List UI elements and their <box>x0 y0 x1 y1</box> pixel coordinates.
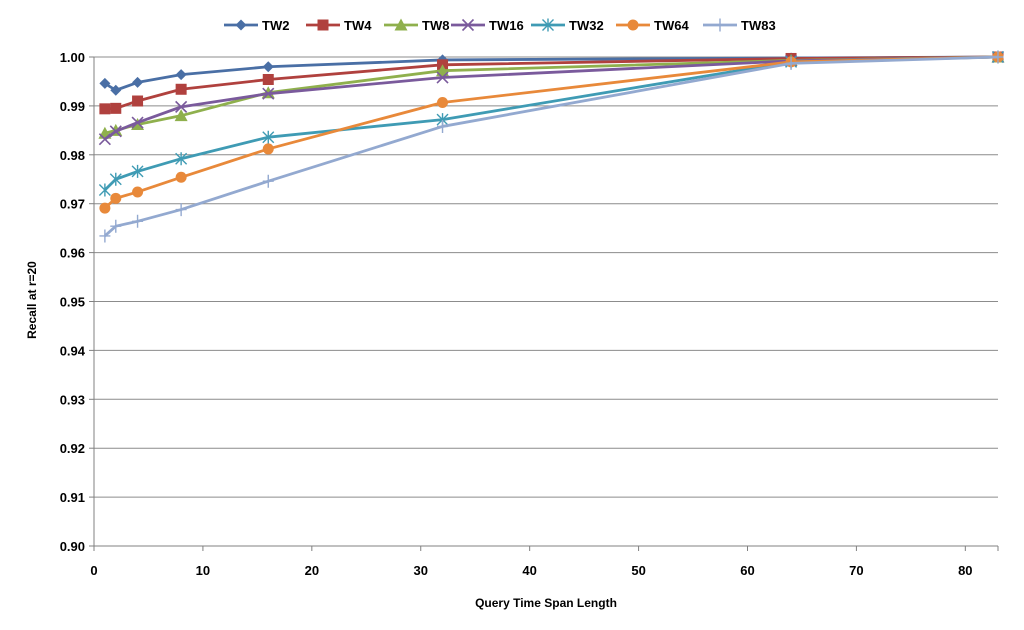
legend-label: TW2 <box>262 18 289 33</box>
x-tick-label: 60 <box>740 563 754 578</box>
x-tick-label: 30 <box>414 563 428 578</box>
data-point <box>785 56 797 70</box>
data-point <box>175 100 188 113</box>
data-point <box>175 171 187 183</box>
y-tick-label: 0.93 <box>60 392 85 407</box>
y-tick-label: 1.00 <box>60 50 85 65</box>
data-point <box>262 130 275 144</box>
legend-item-tw8: TW8 <box>384 18 449 33</box>
data-point <box>98 183 111 197</box>
data-point <box>262 143 274 155</box>
legend-item-tw4: TW4 <box>306 18 372 33</box>
x-tick-label: 70 <box>849 563 863 578</box>
data-point <box>262 87 275 100</box>
legend-marker <box>317 19 329 31</box>
data-point <box>110 192 122 204</box>
data-point <box>437 96 449 108</box>
x-tick-label: 40 <box>522 563 536 578</box>
axes <box>93 57 999 551</box>
legend-label: TW83 <box>741 18 776 33</box>
data-point <box>98 133 111 146</box>
x-tick-label: 0 <box>90 563 97 578</box>
x-tick-label: 10 <box>196 563 210 578</box>
y-tick-labels: 0.90 0.91 0.92 0.93 0.94 0.95 0.96 0.97 0.98 0.99… <box>60 50 86 554</box>
legend-marker <box>714 18 726 32</box>
legend-marker <box>461 18 475 32</box>
legend-label: TW8 <box>422 18 449 33</box>
data-point <box>110 219 122 233</box>
series-line <box>104 55 999 141</box>
data-point <box>110 84 122 96</box>
data-point <box>992 50 1004 64</box>
y-tick-label: 0.90 <box>60 539 85 554</box>
y-tick-label: 0.97 <box>60 197 85 212</box>
legend-item-tw83: TW83 <box>703 18 776 33</box>
series-tw16 <box>98 50 1005 146</box>
x-tick-label: 80 <box>958 563 972 578</box>
legend-item-tw32: TW32 <box>531 18 604 33</box>
legend-item-tw64: TW64 <box>616 18 689 33</box>
data-point <box>175 203 187 217</box>
legend-label: TW16 <box>489 18 524 33</box>
y-tick-label: 0.91 <box>60 490 85 505</box>
y-tick-label: 0.95 <box>60 295 85 310</box>
x-axis-title: Query Time Span Length <box>475 596 617 610</box>
series-lines <box>98 50 1005 243</box>
legend-label: TW4 <box>344 18 372 33</box>
legend-label: TW64 <box>654 18 689 33</box>
y-tick-label: 0.92 <box>60 441 85 456</box>
data-point <box>110 102 122 114</box>
data-point <box>131 116 144 129</box>
legend-item-tw16: TW16 <box>451 18 524 33</box>
data-point <box>175 69 187 81</box>
legend-marker <box>627 19 639 31</box>
series-line <box>103 55 999 238</box>
data-point <box>262 61 274 73</box>
x-tick-label: 50 <box>631 563 645 578</box>
data-point <box>174 109 188 122</box>
data-point <box>109 172 122 186</box>
legend-marker <box>542 18 554 32</box>
legend-label: TW32 <box>569 18 604 33</box>
data-point <box>109 125 122 138</box>
data-point <box>437 119 449 133</box>
data-point <box>132 76 144 88</box>
legend-marker <box>235 19 247 31</box>
data-point <box>131 164 144 178</box>
y-tick-label: 0.94 <box>60 343 86 358</box>
data-point <box>99 202 111 214</box>
data-point <box>99 103 111 115</box>
series-line <box>103 55 999 210</box>
legend-item-tw2: TW2 <box>224 18 289 33</box>
data-point <box>99 229 111 243</box>
y-tick-label: 0.96 <box>60 246 85 261</box>
data-point <box>175 152 188 166</box>
data-point <box>436 71 449 84</box>
data-point <box>132 186 144 198</box>
series-tw83 <box>99 50 1004 243</box>
y-axis-title: Recall at r=20 <box>25 261 39 339</box>
data-point <box>262 73 274 85</box>
series-line <box>103 55 999 192</box>
data-point <box>175 83 187 95</box>
legend-marker <box>394 18 408 31</box>
x-tick-labels: 0 10 20 30 40 50 60 70 80 <box>90 563 972 578</box>
data-point <box>99 77 111 89</box>
legend: TW2 TW4 TW8 TW16 TW32 TW64 TW83 <box>224 18 776 33</box>
data-point <box>132 214 144 228</box>
x-tick-label: 20 <box>305 563 319 578</box>
y-tick-label: 0.98 <box>60 148 85 163</box>
gridlines <box>89 56 998 547</box>
data-point <box>132 95 144 107</box>
series-tw64 <box>99 51 1004 214</box>
y-tick-label: 0.99 <box>60 99 85 114</box>
data-point <box>262 174 274 188</box>
